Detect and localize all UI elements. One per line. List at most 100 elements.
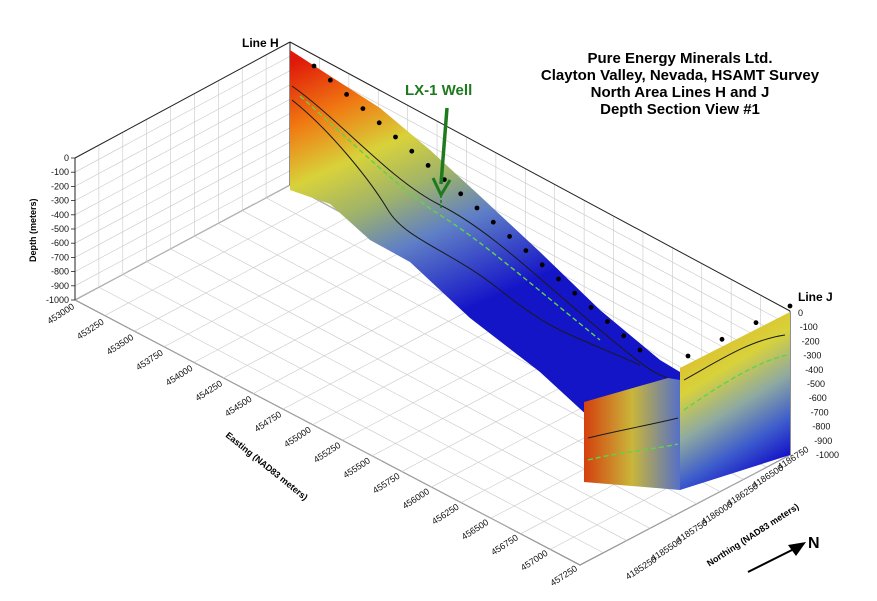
line-j-front-panel [584,378,680,490]
depth-tick-label: -500 [51,224,69,234]
station-dot [572,290,578,296]
easting-tick-label: 456000 [401,486,432,511]
right-depth-tick-label: 0 [798,308,803,318]
station-dot [588,305,594,310]
station-dot [393,134,398,140]
station-dot [637,347,643,353]
station-dot [327,77,333,83]
easting-tick-label: 453750 [134,348,165,373]
right-depth-tick-label: -1000 [816,450,839,460]
title-line-3: North Area Lines H and J [590,84,770,101]
depth-tick-label: -200 [51,181,69,191]
easting-tick-label: 456750 [489,532,520,557]
depth-tick-label: -100 [51,167,69,177]
floor-gridline [282,295,497,410]
lx1-well-label: LX-1 Well [405,82,473,99]
depth-tick-label: -700 [51,252,69,262]
easting-tick-label: 454250 [193,378,224,403]
right-depth-tick-label: -500 [807,379,825,389]
chart-title: Pure Energy Minerals Ltd. Clayton Valley… [500,50,860,118]
floor-gridline [223,264,438,379]
station-dot [753,320,759,326]
right-depth-tick-label: -400 [805,365,823,375]
depth-tick-label: -1000 [46,295,69,305]
contour-line [587,417,679,439]
floor-gridline [74,299,581,566]
floor-gridline [146,261,651,529]
station-dot [474,205,480,211]
floor-gridline [193,248,408,363]
right-depth-tick-label: -200 [802,336,820,346]
station-dot [507,234,512,239]
station-dot [376,120,382,126]
station-dot [425,163,431,168]
north-arrow-head-icon [788,542,806,556]
easting-tick-label: 453250 [75,317,106,342]
station-dot [311,63,317,69]
station-dot [442,177,447,183]
easting-tick-label: 456250 [430,502,461,527]
station-dot [344,92,349,97]
line-h-section [290,50,690,470]
annotations [311,63,806,573]
contour-line [683,334,786,381]
depth-tick-label: -900 [51,281,69,291]
station-dot [458,191,464,197]
easting-tick-label: 455000 [282,425,313,450]
right-depth-tick-label: -300 [803,351,821,361]
north-arrow-icon [747,545,801,573]
contour-line [291,99,641,366]
station-dot [685,353,691,359]
easting-tick-label: 457250 [548,563,579,588]
line-j-section [680,312,790,490]
station-dot [621,333,627,339]
station-dot [490,219,496,225]
easting-tick-label: 455250 [312,440,343,465]
easting-tick-label: 455500 [341,455,372,480]
depth-sections [290,50,790,490]
floor-gridline [104,200,320,316]
floor-gridline [134,216,349,332]
floor-gridline [579,454,791,566]
right-depth-tick-label: -800 [812,422,830,432]
floor-gridline [253,280,467,394]
depth-tick-label: 0 [64,153,69,163]
line-j-label: Line J [798,290,833,304]
station-dot [409,148,415,154]
depth-axis-title: Depth (meters) [28,198,38,262]
box-edge [289,41,791,312]
title-line-4: Depth Section View #1 [600,101,760,118]
title-line-2: Clayton Valley, Nevada, HSAMT Survey [540,67,820,84]
easting-tick-label: 457000 [519,548,550,573]
depth-tick-label: -300 [51,196,69,206]
down-arrow-icon [439,107,449,185]
depth-tick-label: -400 [51,210,69,220]
depth-tick-label: -600 [51,238,69,248]
station-dot [523,248,529,254]
floor-gridline [122,274,627,541]
box-edge [74,41,291,159]
title-line-1: Pure Energy Minerals Ltd. [587,50,773,67]
easting-tick-label: 453000 [45,301,76,326]
well-zone-line [299,95,601,341]
easting-tick-label: 454750 [253,409,284,434]
easting-tick-label: 456500 [460,517,491,542]
floor-gridline [98,286,604,554]
contour-line [291,85,686,386]
station-dot [605,319,610,324]
right-depth-tick-label: -600 [809,393,827,403]
right-depth-tick-label: -900 [814,436,832,446]
easting-tick-label: 454000 [164,363,195,388]
north-label: N [808,535,820,552]
easting-tick-label: 454500 [223,394,254,419]
station-dot [787,303,793,309]
station-dot [719,336,725,342]
well-zone-line [683,354,789,411]
line-h-label: Line H [242,36,279,50]
station-dot [360,106,366,111]
well-zone-line [587,443,679,461]
station-dot [539,262,545,268]
station-dot [556,276,561,282]
